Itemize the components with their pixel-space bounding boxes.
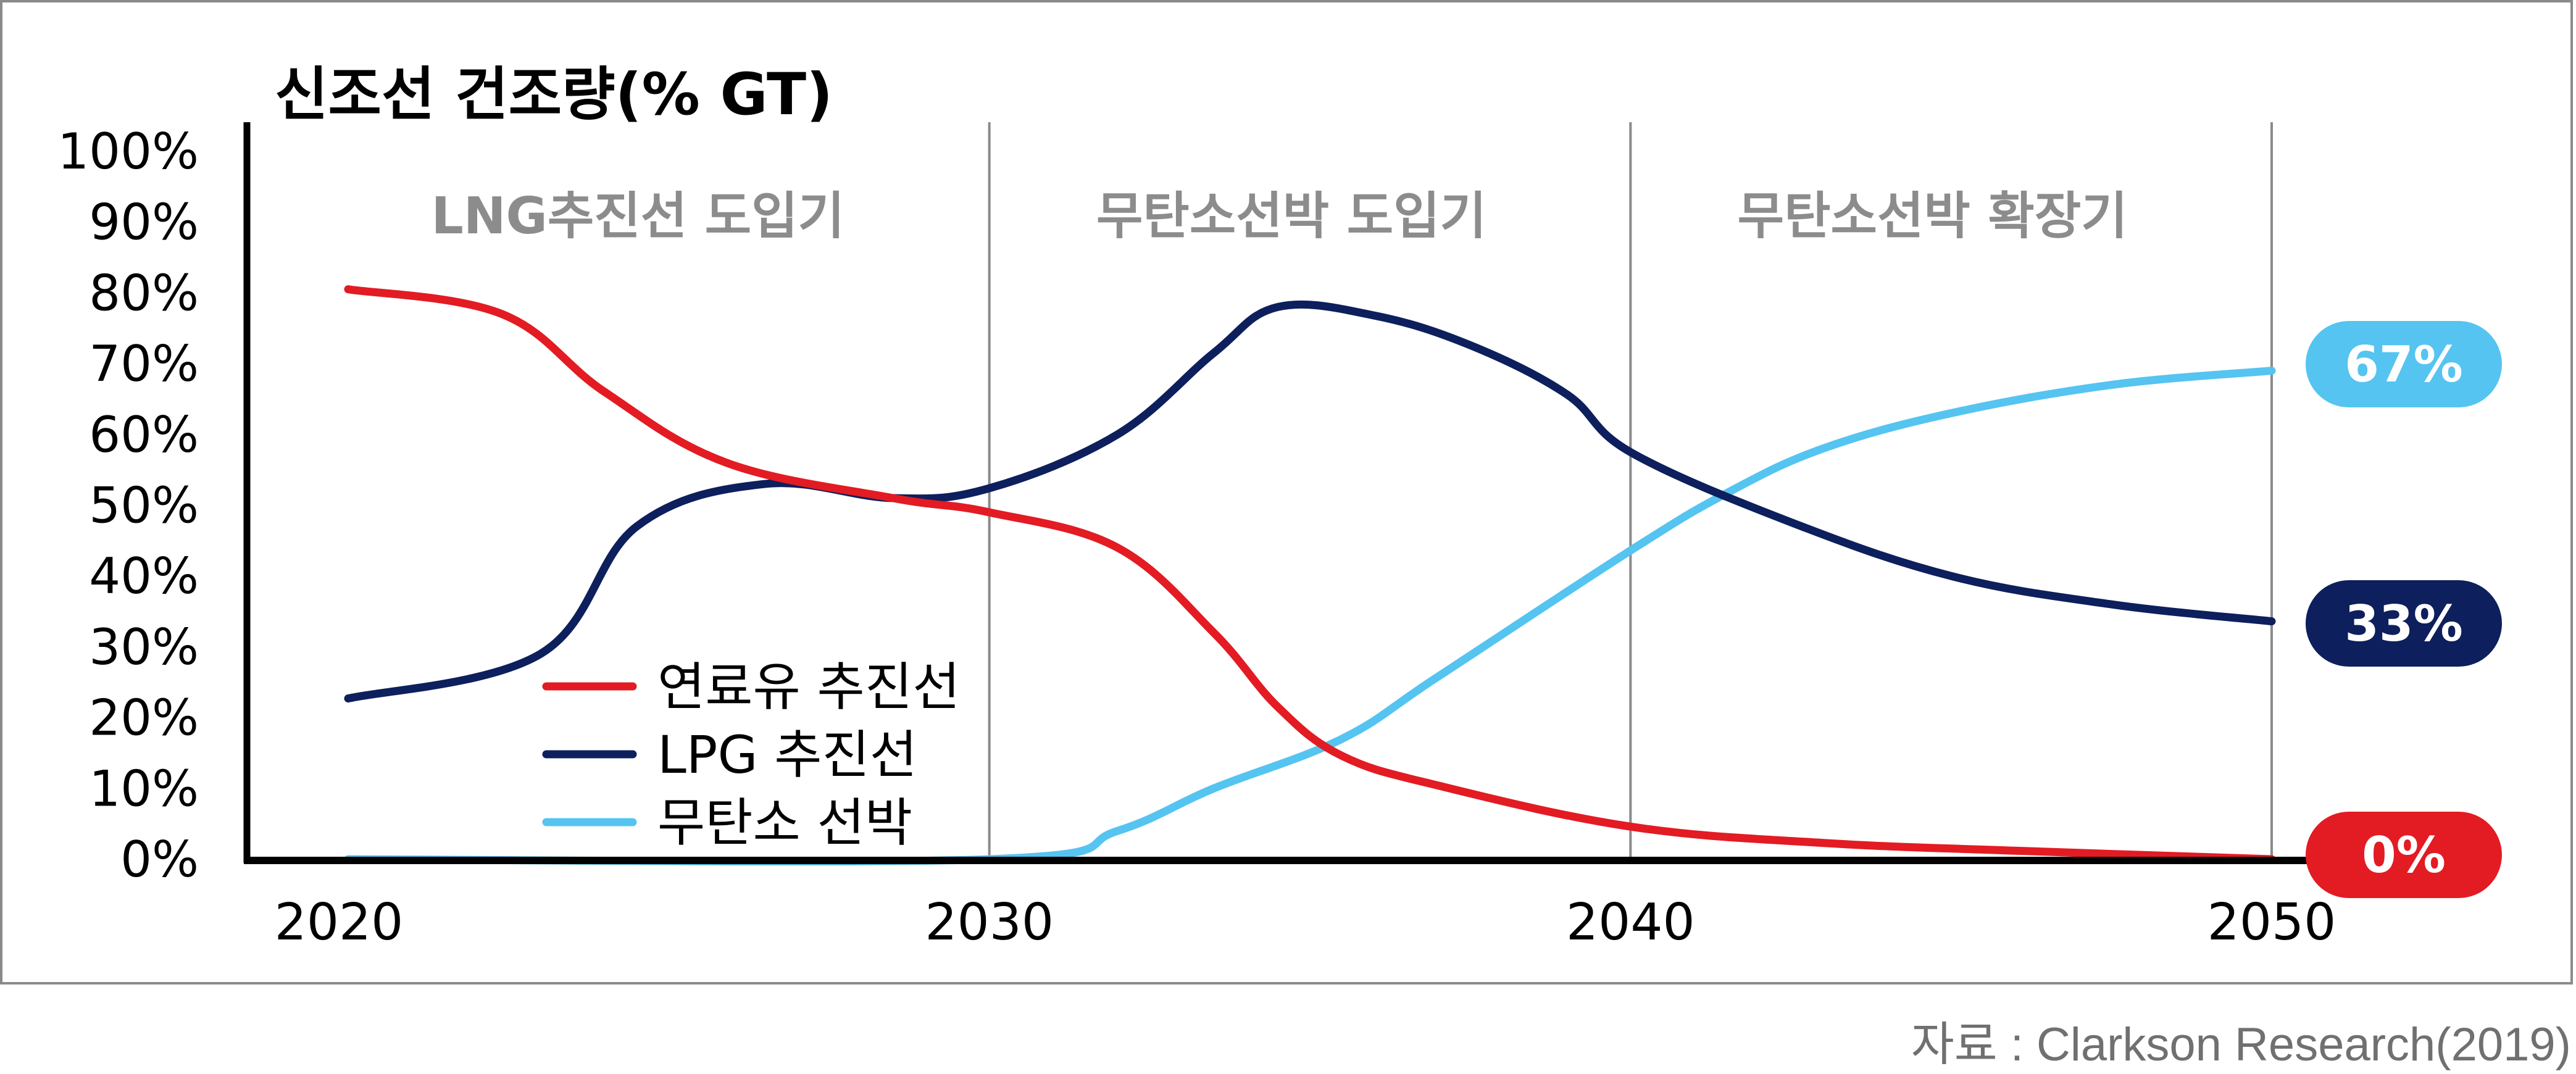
chart-frame xyxy=(0,0,2573,984)
y-tick-label: 10% xyxy=(89,760,199,817)
series-line xyxy=(344,300,2276,703)
axes xyxy=(243,122,2321,864)
y-tick-label: 40% xyxy=(89,547,199,605)
legend-label: LPG 추진선 xyxy=(657,725,917,785)
phase-label: 무탄소선박 확장기 xyxy=(1738,187,2128,246)
end-label-badge xyxy=(2306,321,2502,407)
chart-title: 신조선 건조량(% GT) xyxy=(275,61,833,128)
x-axis-ticks: 2020 2030 2040 2050 xyxy=(275,893,2336,952)
y-tick-label: 50% xyxy=(89,477,199,535)
end-label-text: 67% xyxy=(2345,336,2462,393)
y-axis-ticks: 0% 10% 20% 30% 40% 50% 60% 70% 80% 90% 100% xyxy=(57,123,199,888)
series-lines xyxy=(344,285,2276,866)
end-label-text: 33% xyxy=(2345,595,2462,652)
x-tick-label: 2030 xyxy=(925,893,1054,952)
end-labels: 0% 33% 67% xyxy=(2306,321,2502,898)
x-tick-label: 2050 xyxy=(2207,893,2336,952)
y-tick-label: 60% xyxy=(89,406,199,464)
end-label-badge xyxy=(2306,580,2502,667)
phase-label: LNG추진선 도입기 xyxy=(431,187,844,246)
legend-label: 연료유 추진선 xyxy=(657,657,960,717)
x-tick-label: 2020 xyxy=(275,893,404,952)
phase-labels: LNG추진선 도입기 무탄소선박 도입기 무탄소선박 확장기 xyxy=(431,187,2128,246)
y-tick-label: 90% xyxy=(89,194,199,251)
source-note: 자료 : Clarkson Research(2019) xyxy=(1911,1018,2571,1071)
y-tick-label: 80% xyxy=(89,264,199,322)
series-line xyxy=(344,285,2276,864)
legend-label: 무탄소 선박 xyxy=(657,793,912,853)
series-line xyxy=(344,367,2276,866)
y-tick-label: 30% xyxy=(89,618,199,676)
y-tick-label: 100% xyxy=(57,123,199,180)
end-label-badge xyxy=(2306,812,2502,898)
end-label-text: 0% xyxy=(2362,826,2446,884)
y-tick-label: 20% xyxy=(89,689,199,747)
phase-label: 무탄소선박 도입기 xyxy=(1096,187,1486,246)
y-tick-label: 70% xyxy=(89,335,199,393)
y-tick-label: 0% xyxy=(120,831,199,888)
x-tick-label: 2040 xyxy=(1566,893,1695,952)
